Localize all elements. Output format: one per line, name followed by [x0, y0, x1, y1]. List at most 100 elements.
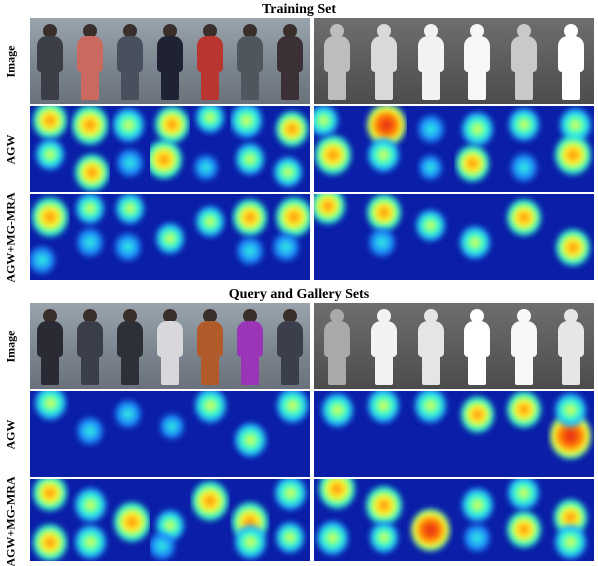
silhouette-body [277, 321, 303, 357]
infrared-half [314, 194, 594, 280]
silhouette-head [123, 309, 137, 323]
silhouette-legs [421, 355, 440, 385]
heatmap-hotspot [194, 154, 218, 181]
visible-person-image [270, 303, 310, 389]
agw-attention-map [360, 106, 408, 192]
person-silhouette [75, 309, 105, 389]
infrared-person-image [407, 18, 454, 104]
heatmap-hotspot [35, 139, 65, 171]
heatmap-hotspot [555, 392, 587, 427]
agw-attention-map [150, 391, 190, 477]
silhouette-legs [161, 70, 179, 100]
visible-person-image [110, 303, 150, 389]
agw-attention-map [230, 391, 270, 477]
silhouette-body [510, 321, 537, 357]
heatmap-hotspot [511, 153, 537, 182]
person-silhouette [235, 24, 265, 104]
silhouette-body [157, 36, 183, 72]
silhouette-legs [561, 70, 580, 100]
visible-person-image [190, 18, 230, 104]
modality-divider [310, 194, 314, 280]
row-label-agw-query: AGW [3, 419, 18, 449]
row-label-mra-train: AGW+MG-MRA [3, 191, 18, 283]
silhouette-legs [41, 70, 59, 100]
row-label-image-train: Image [3, 45, 18, 77]
silhouette-head [516, 309, 531, 323]
modality-divider [310, 303, 314, 389]
heatmap-hotspot [77, 228, 103, 257]
silhouette-body [510, 36, 537, 72]
heatmap-hotspot [235, 143, 265, 175]
visible-person-image [270, 18, 310, 104]
person-silhouette [462, 309, 492, 389]
silhouette-legs [81, 70, 99, 100]
mra-attention-map [230, 194, 270, 280]
heatmap-hotspot [115, 194, 145, 224]
infrared-person-image [547, 18, 594, 104]
heatmap-hotspot [368, 228, 395, 257]
silhouette-legs [241, 70, 259, 100]
heatmap-hotspot [368, 391, 400, 423]
heatmap-hotspot [30, 245, 55, 274]
silhouette-body [117, 36, 143, 72]
agw-attention-map [190, 391, 230, 477]
person-silhouette [369, 309, 399, 389]
agw-attention-map [30, 106, 70, 192]
silhouette-legs [421, 70, 440, 100]
heatmap-hotspot [74, 488, 106, 523]
heatmap-hotspot [460, 226, 490, 260]
silhouette-body [557, 321, 584, 357]
heatmap-hotspot [314, 194, 345, 225]
infrared-half [314, 106, 594, 192]
silhouette-body [277, 36, 303, 72]
silhouette-body [157, 321, 183, 357]
heatmap-hotspot [74, 525, 106, 560]
heatmap-hotspot [191, 481, 229, 522]
silhouette-body [37, 36, 63, 72]
heatmap-hotspot [77, 416, 103, 446]
person-silhouette [556, 24, 586, 104]
heatmap-hotspot [508, 479, 540, 510]
agw-attention-map [314, 391, 361, 477]
agw-attention-map [70, 391, 110, 477]
silhouette-body [417, 321, 444, 357]
silhouette-legs [201, 355, 219, 385]
heatmap-hotspot [150, 139, 183, 180]
person-silhouette [462, 24, 492, 104]
silhouette-legs [121, 355, 139, 385]
mra-attention-map [150, 479, 190, 561]
visible-person-image [190, 303, 230, 389]
visible-half [30, 106, 310, 192]
mra-attention-map [407, 194, 454, 280]
visible-person-image [30, 18, 70, 104]
infrared-half [314, 303, 594, 389]
mra-attention-map [547, 479, 594, 561]
visible-half [30, 391, 310, 477]
silhouette-body [77, 36, 103, 72]
silhouette-head [470, 309, 485, 323]
silhouette-body [464, 36, 491, 72]
heatmap-hotspot [461, 488, 493, 523]
mra-attention-map [314, 479, 361, 561]
modality-divider [310, 18, 314, 104]
heatmap-hotspot [275, 522, 305, 554]
visible-person-image [150, 303, 190, 389]
heatmap-hotspot [112, 107, 144, 142]
silhouette-legs [41, 355, 59, 385]
silhouette-head [83, 24, 97, 38]
mra-attention-map [454, 194, 501, 280]
silhouette-body [197, 36, 223, 72]
modality-divider [310, 106, 314, 192]
silhouette-head [83, 309, 97, 323]
person-silhouette [509, 24, 539, 104]
mra-attention-map [110, 194, 150, 280]
heatmap-hotspot [507, 511, 541, 549]
query-gallery-title: Query and Gallery Sets [228, 287, 370, 302]
infrared-person-image [314, 18, 361, 104]
agw-attention-map [110, 391, 150, 477]
mra-attention-map [70, 479, 110, 561]
visible-person-image [30, 303, 70, 389]
visible-person-image [110, 18, 150, 104]
infrared-person-image [314, 303, 361, 389]
silhouette-legs [281, 70, 299, 100]
